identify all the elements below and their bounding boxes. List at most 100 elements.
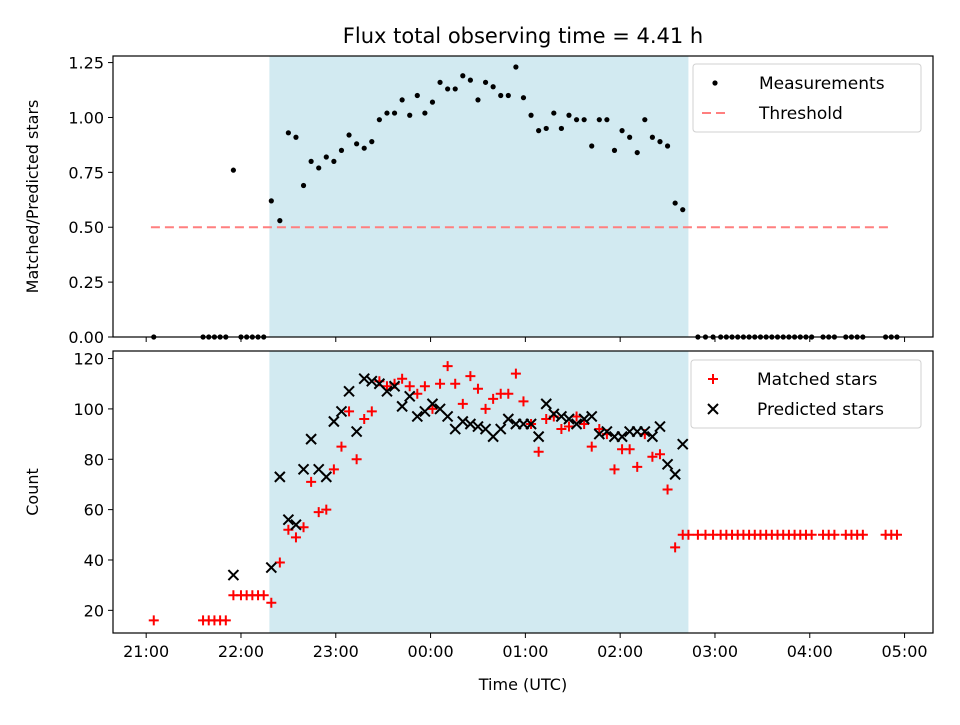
predicted-star-point: [669, 468, 681, 481]
measurement-point: [543, 125, 549, 132]
matched-star-point: [662, 484, 673, 495]
y-tick-label: 1.25: [68, 54, 104, 73]
x-tick-label: 00:00: [408, 642, 454, 661]
matched-star-point: [472, 383, 483, 394]
y-tick-label: 0.00: [68, 328, 104, 347]
predicted-star-point: [532, 430, 545, 443]
measurement-point: [316, 165, 322, 171]
predicted-star-point: [654, 420, 666, 433]
measurement-point: [300, 182, 307, 189]
predicted-star-point: [282, 513, 295, 526]
top-y-ticks: 0.00 0.25 0.50 0.75 1.00 1.25: [68, 54, 113, 347]
matched-star-point: [344, 406, 355, 417]
observing-window-shade-top: [269, 56, 689, 337]
measurement-point: [490, 84, 496, 90]
legend-label: Predicted stars: [757, 400, 884, 420]
measurement-point: [482, 79, 489, 85]
matched-star-point: [336, 441, 347, 452]
x-tick-label: 02:00: [597, 642, 643, 661]
measurement-point: [346, 132, 352, 138]
y-tick-label: 0.50: [68, 218, 104, 237]
y-tick-label: 80: [84, 450, 104, 469]
matched-star-point: [533, 446, 544, 457]
top-axes: 0.00 0.25 0.50 0.75 1.00 1.25 Matched/Predict…: [23, 54, 934, 347]
y-tick-label: 20: [84, 601, 104, 620]
predicted-star-point: [593, 428, 606, 440]
measurement-point: [460, 73, 466, 79]
predicted-star-point: [502, 413, 515, 425]
x-tick-label: 04:00: [787, 642, 833, 661]
matched-star-point: [419, 381, 430, 392]
predicted-star-point: [396, 400, 408, 413]
matched-star-point: [351, 454, 362, 465]
matched-star-point: [891, 529, 902, 540]
bottom-axes-frame: [112, 350, 934, 634]
measurement-point: [581, 117, 587, 123]
matched-star-point: [586, 441, 597, 452]
measurement-point: [376, 117, 382, 123]
measurement-point: [391, 110, 398, 116]
matched-star-point: [857, 529, 868, 540]
measurement-point: [520, 95, 527, 101]
matched-star-point: [488, 393, 499, 404]
x-tick-label: 23:00: [313, 642, 359, 661]
measurement-point: [293, 134, 299, 140]
measurement-point: [619, 128, 625, 134]
predicted-star-point: [274, 471, 286, 483]
matched-star-point: [647, 451, 658, 462]
matched-star-point: [366, 406, 377, 417]
y-tick-label: 100: [73, 400, 104, 419]
predicted-star-point: [227, 569, 240, 581]
x-tick-label: 21:00: [123, 642, 169, 661]
predicted-star-point: [563, 413, 575, 425]
matched-star-point: [266, 597, 277, 608]
measurement-point: [331, 158, 337, 164]
y-tick-label: 120: [73, 350, 104, 369]
predicted-star-point: [305, 433, 317, 445]
y-tick-label: 40: [84, 551, 104, 570]
matched-star-point: [442, 361, 453, 372]
x-tick-label: 22:00: [218, 642, 264, 661]
predicted-star-point: [265, 561, 278, 574]
measurement-point: [627, 134, 633, 140]
bottom-y-ticks: 20 40 60 80 100 120: [73, 350, 113, 620]
predicted-star-point: [661, 458, 674, 471]
measurement-point: [452, 86, 458, 92]
measurement-point: [268, 198, 274, 204]
x-tick-label: 01:00: [502, 642, 548, 661]
predicted-star-point: [411, 410, 424, 423]
measurement-point: [657, 139, 663, 145]
matched-star-point: [518, 396, 529, 407]
matched-star-point: [480, 403, 491, 414]
matched-star-point: [306, 476, 317, 487]
predicted-star-point: [601, 425, 613, 438]
matched-star-point: [579, 419, 590, 430]
measurement-point: [323, 154, 329, 160]
measurement-point: [407, 112, 413, 118]
matched-star-point: [404, 381, 415, 392]
x-tick-label: 05:00: [882, 642, 928, 661]
measurement-point: [338, 147, 345, 153]
matched-star-point: [806, 529, 817, 540]
bottom-x-ticks: 21:00 22:00 23:00 00:00 01:00 02:00 03:00 04:00…: [123, 633, 928, 661]
predicted-star-point: [441, 410, 454, 423]
predicted-star-point: [366, 375, 378, 387]
top-axes-frame: [112, 55, 934, 338]
measurement-point: [642, 117, 648, 123]
matched-star-point: [321, 504, 332, 515]
predicted-star-point: [358, 372, 370, 385]
measurement-point: [422, 110, 428, 116]
predicted-star-point: [328, 415, 340, 428]
matched-star-point: [450, 378, 461, 389]
measurement-point: [308, 158, 314, 164]
matched-star-point: [220, 615, 231, 626]
chart-title: Flux total observing time = 4.41 h: [343, 24, 703, 48]
predicted-star-point: [343, 385, 355, 397]
matched-star-point: [465, 371, 476, 382]
predicted-star-point: [548, 408, 560, 420]
predicted-star-point: [381, 385, 393, 397]
predicted-star-point: [404, 390, 416, 403]
legend-dot-marker: [712, 80, 718, 86]
top-series: [150, 64, 900, 340]
top-y-axis-label: Matched/Predicted stars: [23, 100, 42, 294]
